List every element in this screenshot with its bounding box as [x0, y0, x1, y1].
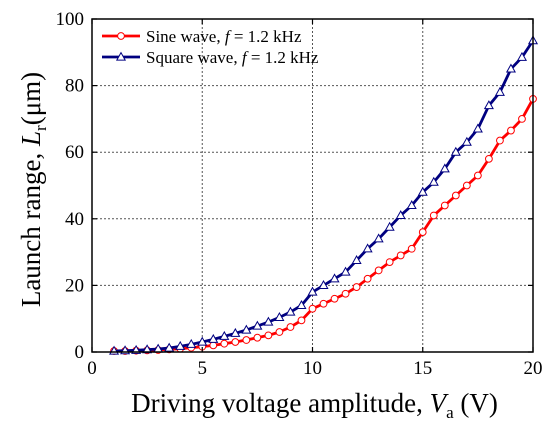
data-point: [395, 210, 406, 220]
data-point: [241, 324, 252, 334]
data-point: [507, 126, 515, 135]
legend-swatch-marker: [115, 51, 127, 61]
y-axis-label: Launch range, Lr(μm): [16, 72, 50, 307]
data-point: [428, 176, 439, 186]
grid-lines: [92, 19, 533, 352]
data-point: [462, 181, 471, 190]
data-point: [263, 316, 274, 326]
y-tick-label: 0: [75, 342, 85, 363]
legend-label: Square wave, f = 1.2 kHz: [146, 48, 319, 67]
data-point: [164, 342, 175, 352]
data-point: [208, 333, 219, 343]
data-point: [472, 123, 483, 133]
data-point: [384, 221, 395, 231]
series-layer: [109, 35, 539, 355]
data-point: [242, 336, 251, 344]
data-point: [318, 279, 329, 289]
data-point: [351, 255, 362, 265]
data-point: [297, 316, 306, 325]
data-point: [362, 243, 373, 253]
data-point: [473, 171, 482, 180]
data-point: [253, 333, 262, 342]
y-tick-label: 20: [65, 275, 84, 296]
data-point: [308, 304, 317, 313]
data-point: [496, 136, 504, 145]
data-point: [494, 86, 505, 96]
data-point: [439, 163, 450, 173]
data-point: [209, 341, 218, 350]
x-tick-label: 10: [303, 358, 322, 379]
data-point: [231, 338, 240, 346]
data-point: [230, 327, 241, 337]
data-point: [518, 115, 526, 123]
y-tick-label: 80: [65, 76, 84, 97]
data-point: [516, 51, 528, 61]
data-point: [352, 283, 361, 291]
data-point: [286, 323, 295, 331]
data-point: [385, 258, 394, 266]
data-point: [451, 191, 460, 200]
y-tick-label: 40: [65, 209, 84, 230]
data-point: [417, 186, 428, 196]
data-point: [219, 330, 230, 340]
data-point: [296, 299, 307, 309]
x-tick-label: 5: [198, 358, 208, 379]
data-point: [340, 266, 351, 276]
data-point: [319, 299, 328, 308]
legend-item: Sine wave, f = 1.2 kHz: [102, 27, 302, 46]
data-point: [440, 201, 449, 210]
data-point: [275, 328, 284, 336]
data-point: [264, 331, 273, 340]
x-tick-label: 15: [413, 358, 432, 379]
data-point: [220, 339, 229, 348]
x-axis-label: Driving voltage amplitude, Va (V): [131, 388, 498, 422]
data-point: [274, 311, 285, 321]
data-point: [429, 211, 438, 220]
data-point: [341, 289, 350, 298]
data-point: [406, 200, 417, 210]
data-point: [329, 273, 340, 283]
x-tick-label: 0: [87, 358, 97, 379]
legend-item: Square wave, f = 1.2 kHz: [102, 48, 319, 67]
data-point: [175, 340, 186, 350]
legend-swatch-marker: [117, 32, 125, 40]
data-point: [373, 233, 384, 243]
tick-marks: [91, 18, 534, 353]
y-tick-label: 100: [56, 9, 85, 30]
data-point: [418, 228, 427, 237]
data-point: [363, 274, 372, 283]
data-point: [330, 294, 339, 303]
data-point: [396, 251, 405, 260]
data-point: [505, 63, 516, 73]
legend: Sine wave, f = 1.2 kHz Square wave, f = 1…: [102, 27, 319, 67]
y-tick-label: 60: [65, 142, 84, 163]
data-point: [307, 286, 318, 296]
tick-labels: 0 5 10 15 20 0 20 40 60 80 100: [56, 9, 543, 379]
data-point: [450, 146, 461, 156]
data-point: [407, 244, 416, 253]
data-point: [485, 154, 493, 163]
x-tick-label: 20: [524, 358, 543, 379]
data-point: [285, 306, 296, 316]
data-point: [374, 266, 383, 275]
legend-label: Sine wave, f = 1.2 kHz: [146, 27, 302, 46]
data-point: [483, 100, 494, 110]
data-point: [252, 320, 263, 330]
data-point: [197, 336, 208, 346]
data-point: [461, 136, 472, 146]
data-point: [186, 338, 197, 348]
